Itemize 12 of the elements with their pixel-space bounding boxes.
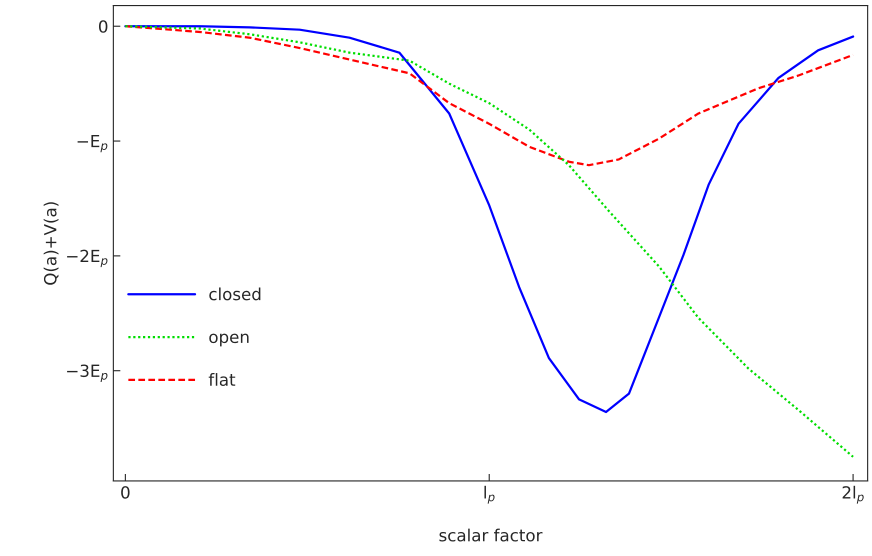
y-tick-label: −3E$_{p}$: [67, 364, 108, 382]
legend-label: flat: [208, 373, 236, 386]
legend-label: open: [209, 334, 249, 346]
x-tick-label: 2l$_{p}$: [842, 486, 864, 504]
y-tick-label: 0: [98, 20, 108, 33]
y-tick-label: −2E$_{p}$: [67, 250, 108, 268]
y-tick-label: −E$_{p}$: [78, 134, 108, 152]
x-tick-label: l$_{p}$: [484, 486, 495, 504]
x-tick-label: 0: [121, 486, 130, 499]
x-axis-title: scalar factor: [439, 528, 542, 542]
legend-label: closed: [209, 287, 260, 300]
y-axis-title: Q(a)+V(a): [44, 202, 59, 285]
